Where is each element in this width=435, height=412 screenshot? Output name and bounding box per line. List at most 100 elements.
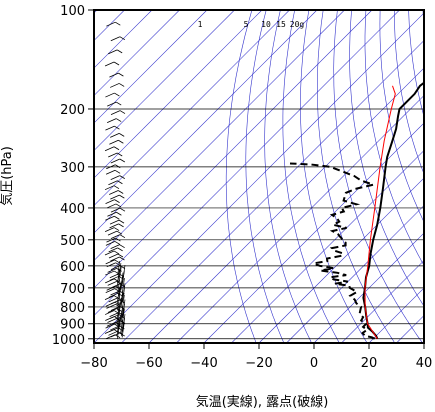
wind-barb xyxy=(104,185,115,191)
wind-barb-flag xyxy=(113,185,120,190)
x-tick-label: −20 xyxy=(245,356,272,371)
wind-barb xyxy=(117,324,120,339)
wind-barb xyxy=(122,270,125,285)
wind-barb xyxy=(122,288,125,303)
x-tick-label: −80 xyxy=(80,356,107,371)
dry-adiabat-line xyxy=(245,10,285,343)
wind-barb xyxy=(116,320,120,335)
isotherm-line xyxy=(94,10,263,179)
wind-barb xyxy=(104,146,115,152)
wind-barb-flag xyxy=(116,211,122,216)
dry-adiabat-line xyxy=(379,10,424,223)
isotherm-line xyxy=(94,10,235,151)
wind-barb-flag xyxy=(117,247,123,252)
isotherm-line xyxy=(148,67,424,343)
wind-barb-flag xyxy=(115,203,122,208)
x-tick-label: 40 xyxy=(416,356,433,371)
isotherm-line xyxy=(94,10,153,69)
wind-barb xyxy=(118,266,122,282)
wind-barb-flag xyxy=(118,223,124,228)
wind-barb xyxy=(105,323,115,329)
y-axis-title: 気圧(hPa) xyxy=(0,146,15,206)
wind-barb xyxy=(110,175,120,180)
mixing-ratio-label: 10 xyxy=(261,20,271,29)
x-tick-label: −40 xyxy=(190,356,217,371)
wind-barb xyxy=(105,199,115,204)
wind-barb xyxy=(120,322,124,337)
y-tick-label: 500 xyxy=(60,234,85,249)
mixing-ratio-label: 15 xyxy=(276,20,286,29)
wind-barb-flag xyxy=(118,219,125,224)
y-tick-label: 100 xyxy=(60,4,85,19)
mixing-ratio-label: 20g xyxy=(290,20,305,29)
wind-barb xyxy=(105,92,115,98)
isotherm-line xyxy=(203,122,424,343)
wind-barb-flag xyxy=(119,110,126,114)
wind-barb xyxy=(120,293,124,308)
dry-adiabat-line xyxy=(408,10,424,118)
wind-barb xyxy=(105,125,115,131)
series-line-parcel xyxy=(364,85,396,340)
wind-barb xyxy=(107,211,117,217)
y-tick-label: 400 xyxy=(60,202,85,217)
wind-barb xyxy=(110,244,120,250)
wind-barb xyxy=(110,36,121,42)
wind-barb-flag xyxy=(113,61,120,66)
wind-barb xyxy=(108,330,118,336)
wind-barb-flag xyxy=(118,139,124,144)
wind-barb xyxy=(110,283,121,289)
wind-barb xyxy=(105,259,115,265)
isotherm-line xyxy=(121,40,424,343)
wind-barb-flag xyxy=(115,237,121,242)
wind-barb xyxy=(105,334,116,340)
isotherm-line xyxy=(176,95,424,343)
wind-barb-flag xyxy=(119,256,125,261)
wind-barb xyxy=(104,61,115,67)
wind-barb-flag xyxy=(114,169,121,174)
wind-barb-flag xyxy=(119,158,126,163)
wind-barb-flag xyxy=(114,259,120,264)
y-tick-label: 300 xyxy=(60,161,85,176)
dry-adiabat-line xyxy=(333,10,423,343)
wind-barb-flag xyxy=(115,262,121,267)
wind-barb xyxy=(105,169,116,175)
wind-barb xyxy=(108,49,118,55)
wind-barb-flag xyxy=(119,332,125,337)
wind-barb xyxy=(109,273,120,279)
wind-barb-flag xyxy=(114,215,120,220)
wind-barb-flag xyxy=(115,21,121,26)
dry-adiabat-line xyxy=(264,10,312,343)
wind-barb-flag xyxy=(119,194,125,199)
wind-barb xyxy=(110,306,121,311)
wind-barb xyxy=(107,308,118,313)
isotherm-line xyxy=(94,10,208,124)
wind-barb xyxy=(109,190,119,195)
wind-barb xyxy=(120,319,123,334)
wind-barb-flag xyxy=(118,273,125,278)
wind-barb-flag xyxy=(116,230,123,235)
y-tick-label: 1000 xyxy=(52,333,85,348)
wind-barb-flag xyxy=(118,83,125,87)
wind-barb-flag xyxy=(115,118,122,122)
wind-barb xyxy=(104,295,115,300)
wind-barb xyxy=(106,237,116,243)
wind-barb xyxy=(105,241,116,246)
wind-barb xyxy=(120,289,124,305)
wind-barb xyxy=(118,281,122,296)
wind-barb xyxy=(104,310,115,315)
wind-barb xyxy=(105,301,116,307)
wind-barb xyxy=(122,278,125,293)
wind-barb xyxy=(104,250,115,256)
wind-barb xyxy=(117,261,121,276)
wind-barb-flag xyxy=(119,234,126,239)
y-tick-label: 200 xyxy=(60,103,85,118)
dry-adiabat-line xyxy=(364,10,424,266)
wind-barb xyxy=(120,276,124,291)
wind-barb xyxy=(108,247,118,253)
isotherm-line xyxy=(231,150,424,343)
wind-barb xyxy=(110,110,121,115)
wind-barb-flag xyxy=(113,250,120,255)
wind-barb xyxy=(110,265,121,270)
isotherm-line xyxy=(286,205,424,343)
